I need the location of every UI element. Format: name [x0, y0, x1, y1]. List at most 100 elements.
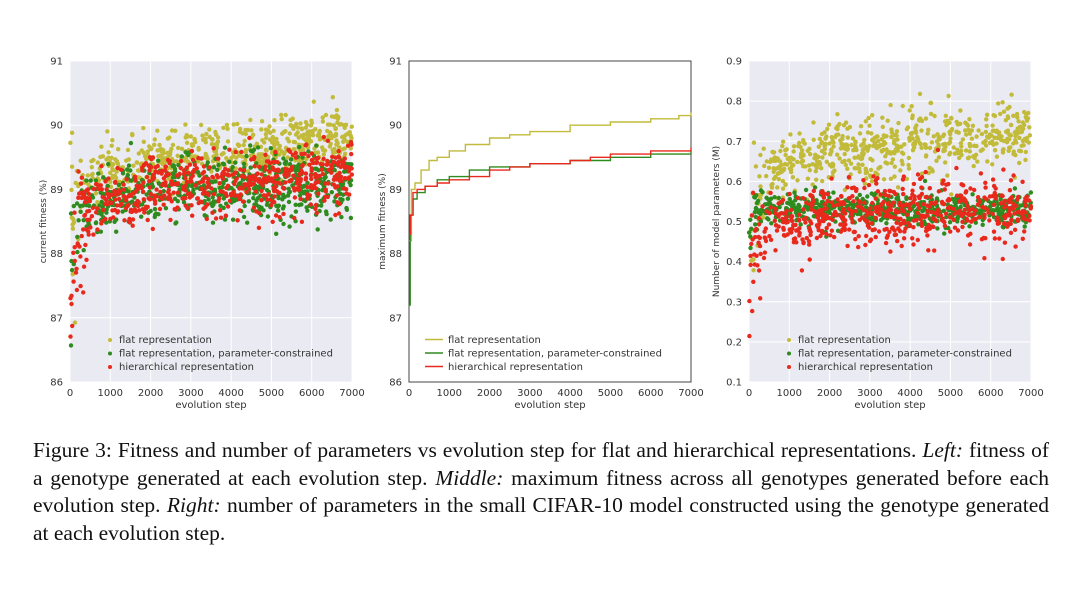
data-point	[349, 166, 354, 171]
data-point	[308, 123, 314, 128]
data-point	[303, 120, 309, 125]
data-point	[223, 177, 229, 183]
data-point	[891, 200, 896, 205]
data-point	[1000, 193, 1005, 199]
data-point	[876, 229, 882, 234]
data-point	[768, 190, 773, 196]
data-point	[109, 143, 114, 148]
data-point	[133, 209, 139, 214]
data-point	[873, 196, 878, 201]
data-point	[987, 194, 993, 199]
data-point	[900, 177, 906, 182]
data-point	[188, 175, 194, 181]
data-point	[1000, 256, 1005, 262]
data-point	[878, 192, 883, 197]
data-point	[1003, 215, 1008, 221]
data-point	[974, 143, 979, 149]
x-tick-label: 3000	[857, 388, 882, 399]
data-point	[257, 159, 263, 165]
data-point	[237, 195, 243, 200]
data-point	[292, 215, 297, 221]
data-point	[845, 243, 850, 249]
data-point	[971, 163, 976, 169]
data-point	[925, 208, 930, 214]
data-point	[991, 128, 996, 133]
data-point	[319, 167, 324, 172]
data-point	[216, 156, 221, 161]
data-point	[865, 219, 870, 224]
data-point	[1021, 109, 1027, 115]
data-point	[148, 164, 154, 170]
data-point	[990, 211, 995, 217]
data-point	[1007, 188, 1013, 193]
data-point	[969, 128, 974, 133]
data-point	[776, 195, 781, 201]
data-point	[863, 119, 868, 124]
data-point	[297, 193, 303, 198]
caption-right-label: Right:	[166, 493, 221, 517]
data-point	[303, 171, 309, 176]
data-point	[329, 114, 335, 119]
data-point	[990, 123, 995, 128]
data-point	[254, 198, 259, 203]
data-point	[885, 151, 890, 156]
data-point	[988, 140, 993, 146]
data-point	[942, 223, 948, 228]
data-point	[905, 217, 911, 223]
data-point	[966, 155, 972, 160]
data-point	[909, 104, 914, 109]
data-point	[862, 137, 867, 143]
data-point	[936, 189, 942, 194]
data-point	[78, 158, 83, 163]
data-point	[916, 137, 921, 142]
data-point	[78, 181, 84, 186]
data-point	[286, 199, 292, 205]
data-point	[267, 164, 272, 169]
data-point	[188, 179, 193, 184]
data-point	[311, 99, 316, 104]
data-point	[167, 150, 173, 156]
data-point	[957, 155, 962, 161]
data-point	[336, 159, 341, 165]
data-point	[911, 225, 916, 230]
data-point	[916, 194, 922, 199]
data-point	[952, 151, 958, 156]
data-point	[349, 142, 354, 147]
data-point	[298, 121, 303, 126]
data-point	[220, 189, 225, 194]
data-point	[115, 165, 120, 171]
data-point	[788, 169, 794, 175]
caption-middle-text: maximum fitness across all genotypes gen…	[33, 465, 1050, 518]
data-point	[269, 203, 274, 208]
data-point	[808, 229, 813, 235]
data-point	[262, 140, 267, 145]
data-point	[105, 191, 110, 197]
caption-middle-label: Middle:	[435, 465, 504, 490]
data-point	[919, 191, 925, 197]
data-point	[817, 222, 822, 227]
data-point	[869, 131, 874, 136]
data-point	[868, 167, 874, 173]
legend-label: flat representation	[119, 335, 212, 346]
data-point	[995, 221, 1000, 226]
data-point	[108, 216, 113, 221]
data-point	[220, 185, 225, 190]
data-point	[842, 151, 847, 157]
data-point	[799, 160, 804, 165]
data-point	[858, 124, 864, 129]
data-point	[323, 112, 329, 118]
data-point	[166, 187, 171, 193]
data-point	[283, 180, 288, 185]
data-point	[803, 220, 808, 225]
data-point	[347, 192, 352, 197]
data-point	[816, 208, 821, 214]
data-point	[340, 147, 345, 152]
data-point	[124, 195, 129, 201]
data-point	[815, 162, 821, 167]
data-point	[967, 141, 972, 147]
data-point	[919, 171, 925, 176]
data-point	[217, 181, 222, 186]
data-point	[894, 133, 899, 138]
data-point	[880, 142, 886, 148]
data-point	[325, 194, 330, 200]
